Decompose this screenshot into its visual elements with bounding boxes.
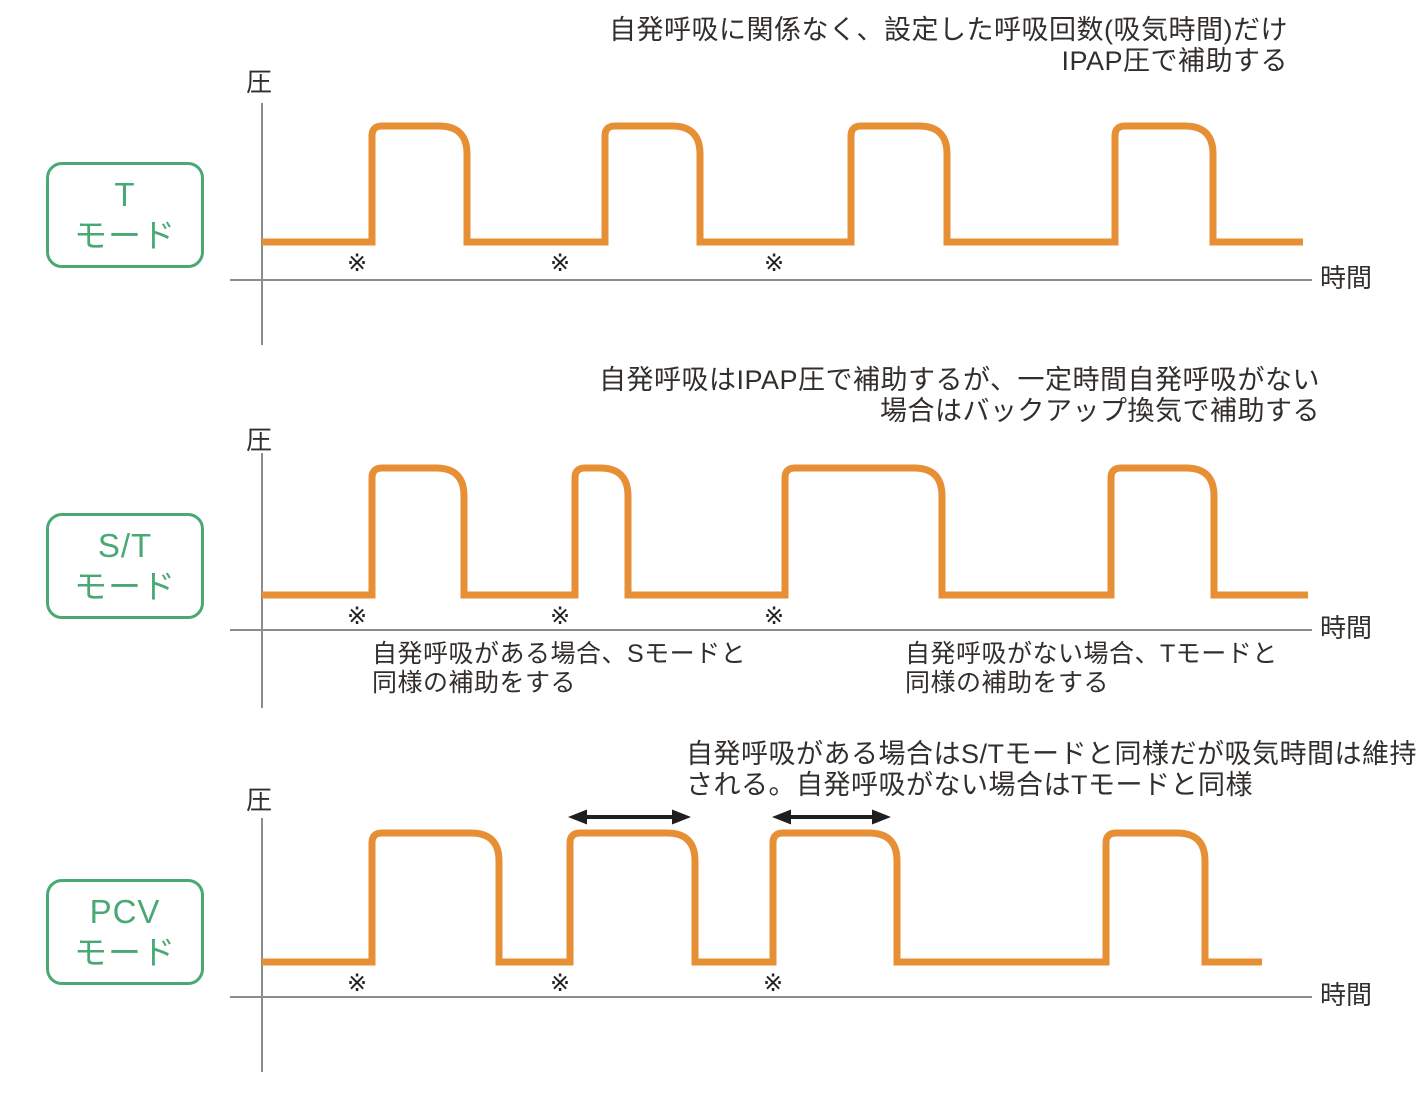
reference-mark: ※ <box>762 970 784 997</box>
t-mode-annotation: 自発呼吸に関係なく、設定した呼吸回数(吸気時間)だけ IPAP圧で補助する <box>500 15 1288 77</box>
pcv-mode-arrowhead-left <box>568 809 587 825</box>
reference-mark: ※ <box>346 250 368 277</box>
reference-mark: ※ <box>346 603 368 630</box>
pcv-mode-badge: PCV モード <box>46 879 204 985</box>
pcv-mode-annotation: 自発呼吸がある場合はS/Tモードと同様だが吸気時間は維持 される。自発呼吸がない… <box>686 739 1418 801</box>
mode-badge-line: モード <box>74 934 176 971</box>
reference-mark: ※ <box>549 970 571 997</box>
st-backup-note: 自発呼吸がない場合、Tモードと 同様の補助をする <box>905 640 1278 698</box>
reference-mark: ※ <box>549 603 571 630</box>
reference-mark: ※ <box>763 250 785 277</box>
mode-badge-line: PCV <box>89 893 161 930</box>
annotation-line: 自発呼吸に関係なく、設定した呼吸回数(吸気時間)だけ <box>609 15 1288 45</box>
pcv-mode-arrowhead-right <box>672 809 691 825</box>
sub-annotation-line: 自発呼吸がある場合、Sモードと <box>372 640 747 668</box>
time-axis-label: 時間 <box>1320 613 1373 643</box>
sub-annotation-line: 同様の補助をする <box>905 669 1110 697</box>
sub-annotation-line: 同様の補助をする <box>372 669 577 697</box>
annotation-line: 自発呼吸がある場合はS/Tモードと同様だが吸気時間は維持 <box>686 739 1418 769</box>
pressure-axis-label: 圧 <box>246 785 273 815</box>
mode-badge-line: T <box>114 176 136 213</box>
annotation-line: 自発呼吸はIPAP圧で補助するが、一定時間自発呼吸がない <box>599 365 1320 395</box>
mode-badge-line: モード <box>74 217 176 254</box>
pcv-mode-arrowhead-right <box>872 809 891 825</box>
pcv-mode-waveform-path <box>262 829 1262 966</box>
st-mode-annotation: 自発呼吸はIPAP圧で補助するが、一定時間自発呼吸がない 場合はバックアップ換気… <box>500 365 1320 427</box>
st-mode-waveform-path <box>262 464 1308 599</box>
st-spontaneous-note: 自発呼吸がある場合、Sモードと 同様の補助をする <box>372 640 746 698</box>
mode-badge-line: モード <box>74 568 176 605</box>
reference-mark: ※ <box>346 970 368 997</box>
pressure-axis-label: 圧 <box>246 67 273 97</box>
time-axis-label: 時間 <box>1320 263 1373 293</box>
annotation-line: IPAP圧で補助する <box>1061 46 1288 76</box>
sub-annotation-line: 自発呼吸がない場合、Tモードと <box>905 640 1278 668</box>
reference-mark: ※ <box>549 250 571 277</box>
st-mode-badge: S/T モード <box>46 513 204 619</box>
reference-mark: ※ <box>763 603 785 630</box>
t-mode-badge: T モード <box>46 162 204 268</box>
t-mode-waveform-path <box>262 122 1303 246</box>
time-axis-label: 時間 <box>1320 980 1373 1010</box>
pcv-mode-arrowhead-left <box>772 809 791 825</box>
annotation-line: 場合はバックアップ換気で補助する <box>880 396 1320 426</box>
annotation-line: される。自発呼吸がない場合はTモードと同様 <box>686 770 1253 800</box>
pressure-axis-label: 圧 <box>246 425 273 455</box>
mode-badge-line: S/T <box>97 527 153 564</box>
